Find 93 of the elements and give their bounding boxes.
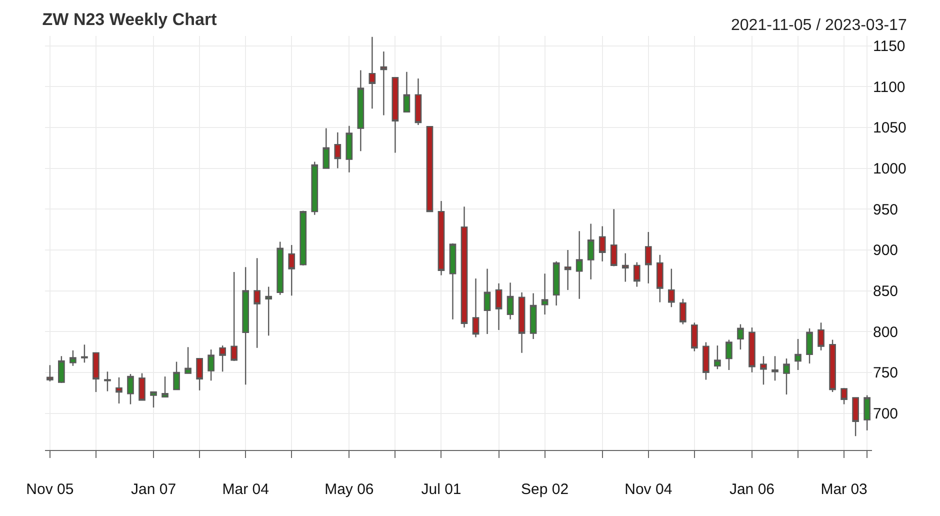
candlestick [552,260,560,306]
candlestick [668,268,675,308]
candlestick [783,358,790,396]
candlestick [334,132,342,169]
candlestick [714,344,721,370]
candlestick [138,372,146,401]
candlestick [598,226,606,262]
candlestick [127,373,134,405]
candlestick [208,348,214,382]
candlestick [380,50,388,116]
candlestick [794,338,802,371]
candlestick [311,161,318,216]
candlestick [633,262,640,288]
x-tick-label: May 06 [324,481,374,498]
candlestick [196,358,203,391]
candlestick [438,200,445,276]
candlestick [392,77,399,154]
candlestick [357,70,364,152]
x-tick-label: Mar 03 [820,481,868,498]
candlestick [530,292,537,340]
chart-subtitle: 2021-11-05 / 2023-03-17 [731,17,907,34]
candlestick [541,273,548,316]
y-tick-label: 1000 [873,160,906,178]
y-tick-label: 1100 [873,78,906,96]
y-tick-label: 950 [873,201,898,218]
candlestick [610,208,618,267]
candlestick [495,282,502,331]
candlestick [737,324,744,350]
x-tick-label: Nov 05 [26,481,74,498]
candlestick [460,206,468,328]
candlestick [864,394,870,431]
candlestick [564,249,572,291]
candlestick [760,355,767,386]
candlestick [288,244,296,296]
chart-title: ZW N23 Weekly Chart [42,10,218,29]
candlestick [449,242,456,320]
candlestick [426,126,434,212]
candlestick [852,397,859,437]
candlestick [58,355,65,384]
candlestick [691,322,698,352]
candlestick [162,376,168,398]
candlestick [104,371,111,392]
x-tick-label: Mar 04 [222,481,269,498]
x-tick-label: Jan 06 [729,481,775,498]
candlestick [300,210,307,266]
candlestick [276,241,284,296]
candlestick [576,230,583,300]
candlestick [518,292,526,354]
x-tick-label: Jan 07 [130,481,176,498]
candlestick [254,258,261,349]
y-tick-label: 1150 [873,38,906,56]
candlestick [806,328,813,364]
candlestick [230,271,238,362]
y-tick-label: 1050 [873,120,906,137]
candlestick [702,342,710,380]
candlestick [116,376,122,404]
x-tick-label: Jul 01 [421,481,462,498]
candlestick [829,339,836,393]
x-tick-label: Nov 04 [624,481,672,498]
candlestick [622,252,629,282]
candlestick [70,350,76,366]
candlestick [46,364,54,382]
candlestick [368,36,376,110]
candlestick [403,71,410,113]
candlestick [242,266,249,386]
candlestick [173,361,180,390]
candlestick [772,355,778,382]
y-tick-label: 800 [873,324,898,341]
candlestick [726,339,732,371]
candlestick [818,322,824,351]
candlestick [346,125,353,173]
y-tick-label: 750 [873,364,898,382]
candlestick [414,78,422,126]
y-tick-label: 700 [873,406,898,422]
x-tick-label: Sep 02 [521,481,569,498]
candlestick [680,298,686,325]
candlestick [184,346,192,374]
candlestick [150,391,157,408]
candlestick [644,231,652,284]
candlestick [587,223,594,280]
candlestick [748,326,756,374]
candlestick [506,282,514,320]
candlestick [840,387,848,405]
candlestick [265,286,272,336]
candlestick [656,254,664,303]
candlestick [322,128,330,169]
candlestick [92,352,100,393]
y-tick-label: 850 [873,283,898,300]
candlestick [472,278,480,338]
candlestick [219,344,226,372]
y-tick-label: 900 [873,242,898,260]
candlestick [81,344,88,364]
candlestick [484,268,491,335]
